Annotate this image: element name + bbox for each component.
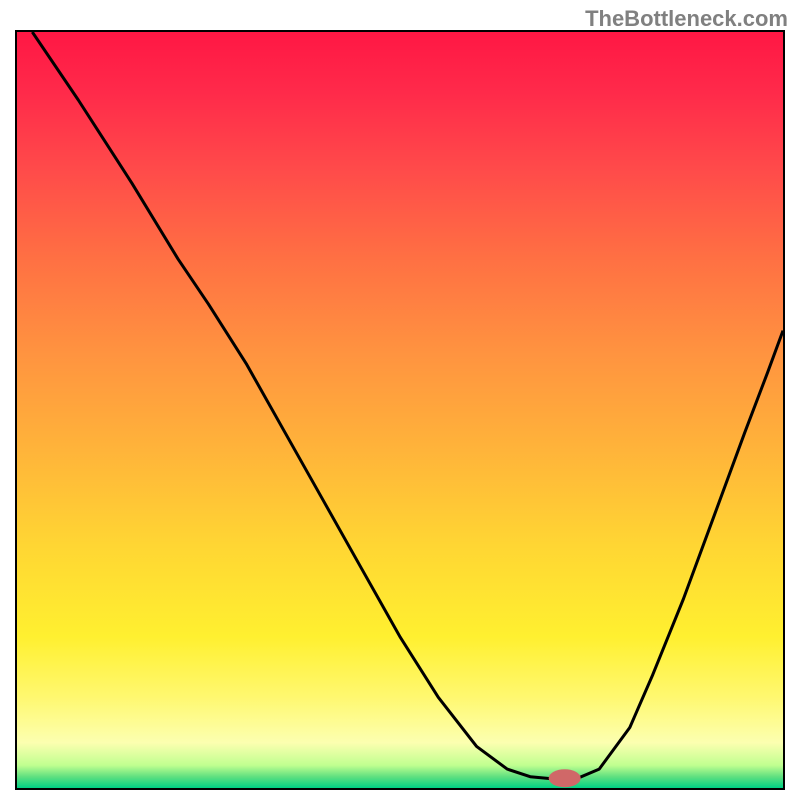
- optimal-marker: [549, 769, 581, 787]
- chart-svg: [17, 32, 783, 788]
- chart-frame: [15, 30, 785, 790]
- watermark-text: TheBottleneck.com: [585, 6, 788, 32]
- gradient-background: [17, 32, 783, 788]
